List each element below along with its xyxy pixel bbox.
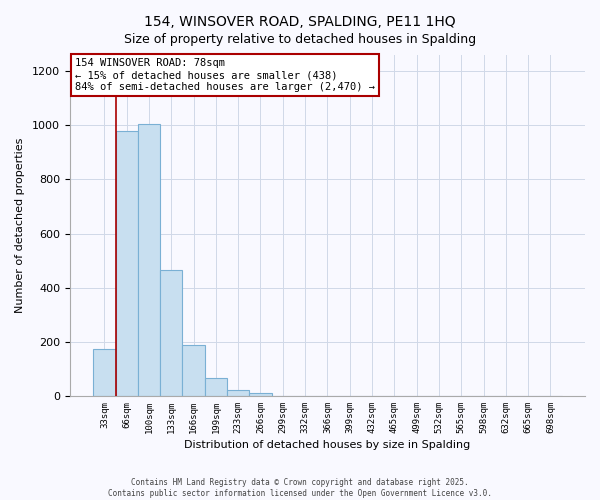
- Bar: [116, 131, 138, 396]
- Bar: [93, 348, 116, 396]
- Bar: [205, 378, 227, 396]
- Text: Size of property relative to detached houses in Spalding: Size of property relative to detached ho…: [124, 32, 476, 46]
- Y-axis label: Number of detached properties: Number of detached properties: [15, 138, 25, 313]
- Text: Contains HM Land Registry data © Crown copyright and database right 2025.
Contai: Contains HM Land Registry data © Crown c…: [108, 478, 492, 498]
- Bar: [227, 390, 250, 396]
- Bar: [182, 344, 205, 396]
- Text: 154, WINSOVER ROAD, SPALDING, PE11 1HQ: 154, WINSOVER ROAD, SPALDING, PE11 1HQ: [144, 15, 456, 29]
- Bar: [250, 392, 272, 396]
- Bar: [160, 270, 182, 396]
- Bar: [138, 124, 160, 396]
- X-axis label: Distribution of detached houses by size in Spalding: Distribution of detached houses by size …: [184, 440, 470, 450]
- Text: 154 WINSOVER ROAD: 78sqm
← 15% of detached houses are smaller (438)
84% of semi-: 154 WINSOVER ROAD: 78sqm ← 15% of detach…: [75, 58, 375, 92]
